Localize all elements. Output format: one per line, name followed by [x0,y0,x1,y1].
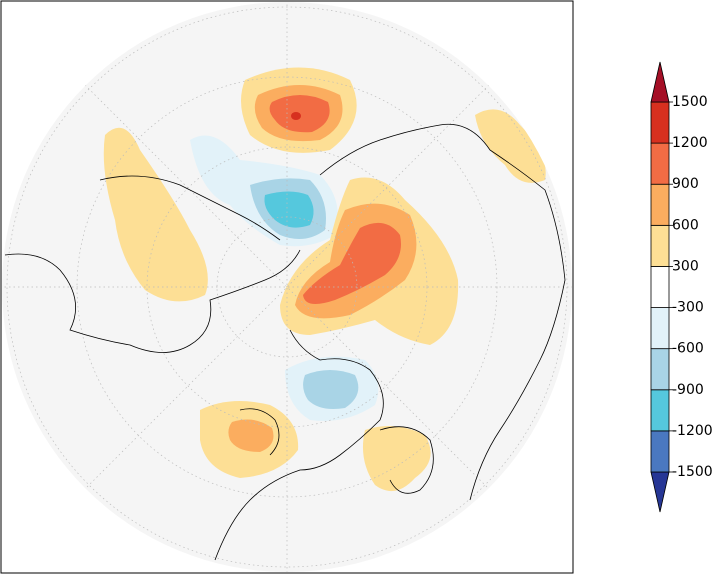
colorbar-tick-label: -1200 [672,423,713,439]
map [0,0,574,574]
colorbar-tick-label: -900 [672,382,704,398]
colorbar-tick-label: 1500 [672,94,708,110]
colorbar-tick-label: -300 [672,300,704,316]
colorbar-segment [650,183,670,226]
colorbar-tick-label: 600 [672,217,699,233]
colorbar-tick-label: 1200 [672,135,708,151]
coastlines [4,123,566,561]
colorbar-segment [650,430,670,473]
colorbar-segment [650,266,670,308]
colorbar-segment [650,101,670,144]
colorbar-segment [650,389,670,432]
colorbar-tick-label: 300 [672,258,699,274]
colorbar-segment [650,348,670,391]
colorbar-segment [650,224,670,267]
colorbar-segment [650,307,670,350]
graticule [2,2,572,572]
colorbar: -1500 -1200 -900 -600 -300 300 600 900 1200 1500 [650,61,713,513]
colorbar-segment [650,142,670,185]
colorbar-tick-label: 900 [672,176,699,192]
colorbar-tick-label: -1500 [672,464,713,480]
contours [2,2,572,572]
colorbar-extend-low [650,471,670,513]
colorbar-tick-label: -600 [672,341,704,357]
colorbar-extend-high [650,61,670,103]
